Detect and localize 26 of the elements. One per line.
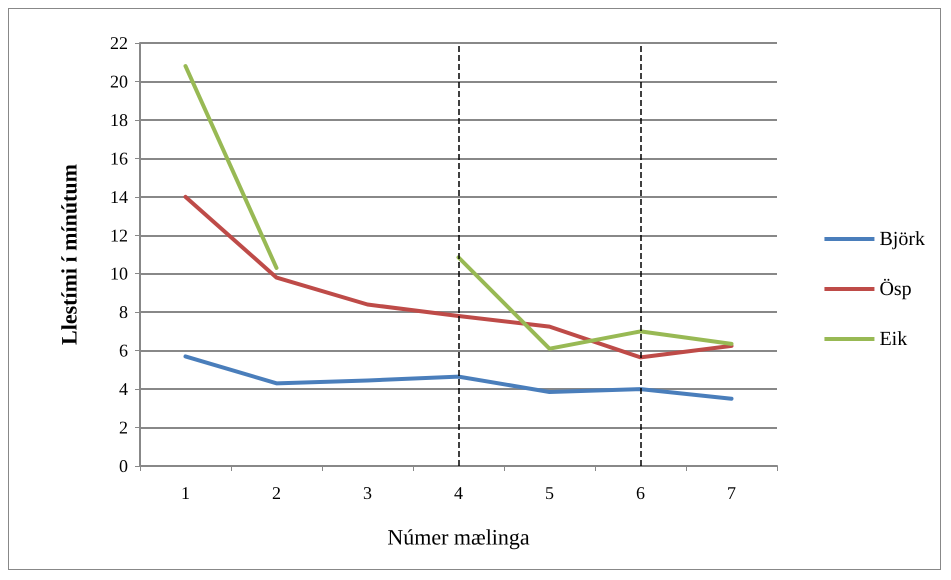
line-series (184, 194, 734, 360)
legend-label: Eik (879, 328, 908, 350)
y-axis-title: Llestími í mínútum (56, 164, 82, 345)
y-tick-label: 22 (110, 33, 128, 53)
line-series (184, 354, 734, 401)
y-tick-label: 18 (110, 110, 128, 130)
legend-label: Björk (879, 228, 926, 250)
y-tick-label: 6 (119, 340, 128, 361)
y-tick-label: 20 (110, 71, 128, 92)
x-tick-label: 7 (727, 483, 736, 503)
y-tick-label: 4 (119, 379, 128, 400)
x-tick-label: 3 (363, 483, 372, 503)
x-tick-label: 2 (272, 483, 281, 503)
x-axis-title: Númer mælinga (387, 524, 530, 550)
y-tick-label: 8 (119, 302, 128, 322)
x-tick-label: 1 (181, 483, 190, 503)
x-tick-label: 4 (454, 483, 463, 503)
legend-label: Ösp (879, 278, 912, 300)
y-tick-label: 14 (110, 186, 128, 207)
y-tick-label: 16 (110, 148, 128, 168)
y-tick-label: 12 (110, 225, 128, 246)
y-tick-label: 0 (119, 456, 128, 476)
y-tick-label: 2 (119, 418, 128, 438)
x-tick-label: 6 (636, 483, 645, 503)
x-tick-label: 5 (545, 483, 554, 503)
y-tick-label: 10 (110, 264, 128, 284)
